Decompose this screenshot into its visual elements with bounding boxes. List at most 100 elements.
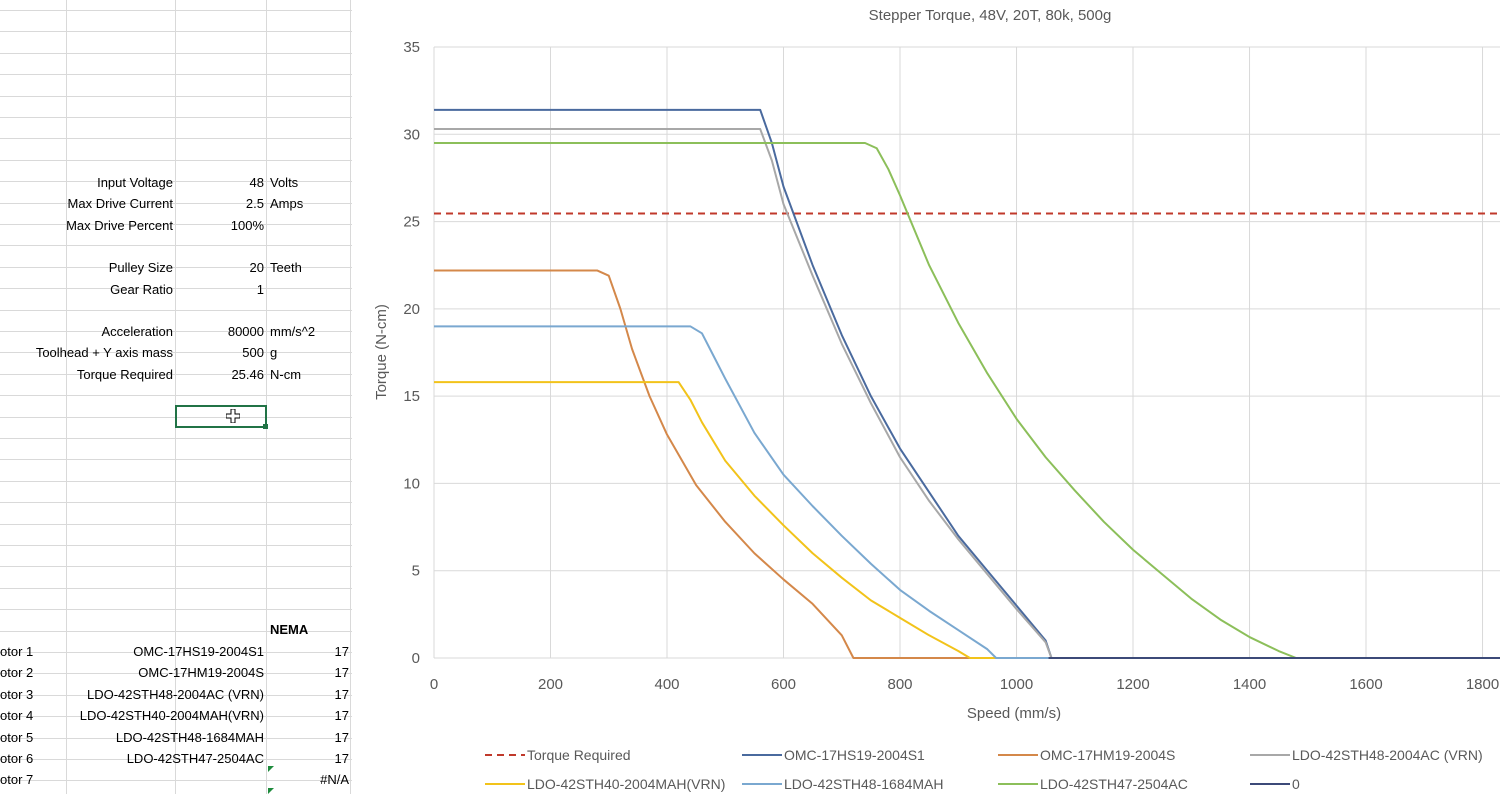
row-divider (0, 267, 352, 268)
motor-nema[interactable]: 17 (334, 644, 349, 659)
param-unit[interactable] (270, 279, 350, 300)
fill-handle[interactable] (263, 424, 268, 429)
param-label[interactable]: Torque Required (76, 367, 173, 382)
param-label[interactable]: Max Drive Current (67, 196, 173, 211)
y-tick-label: 10 (403, 475, 420, 492)
motor-nema[interactable]: 17 (334, 708, 349, 723)
row-divider (0, 459, 352, 460)
motor-model[interactable]: OMC-17HS19-2004S1 (133, 644, 264, 659)
param-value[interactable]: 2.5 (245, 196, 264, 211)
param-value[interactable]: 500 (242, 345, 264, 360)
plot-area: 0 5 10 15 20 25 30 35 0 200 400 600 800 1000 1200 1400 1… (403, 39, 1500, 693)
param-label[interactable]: Gear Ratio (110, 282, 173, 297)
param-value[interactable]: 100% (230, 218, 264, 233)
motor-nema[interactable]: 17 (334, 665, 349, 680)
selected-cell[interactable] (175, 405, 268, 429)
param-label[interactable] (0, 300, 173, 321)
stepper-torque-chart[interactable]: Stepper Torque, 48V, 20T, 80k, 500g 0 5 10… (352, 0, 1500, 794)
error-indicator-icon (268, 788, 274, 794)
param-value[interactable]: 20 (249, 260, 264, 275)
row-divider (0, 138, 352, 139)
legend-label: Torque Required (527, 747, 631, 763)
x-tick-label: 1800 (1466, 676, 1499, 693)
param-value[interactable]: 48 (249, 175, 264, 190)
row-divider (0, 96, 352, 97)
row-divider (0, 288, 352, 289)
motor-label[interactable]: otor 7 (0, 772, 34, 787)
motor-nema[interactable]: #N/A (320, 772, 349, 787)
param-value[interactable]: 1 (256, 282, 264, 297)
row-divider (0, 245, 352, 246)
chart-title: Stepper Torque, 48V, 20T, 80k, 500g (869, 7, 1112, 24)
param-unit[interactable]: Amps (270, 196, 304, 211)
row-divider (0, 395, 352, 396)
param-value[interactable] (180, 300, 264, 321)
nema-header[interactable]: NEMA (270, 622, 309, 637)
param-label[interactable]: Max Drive Percent (66, 218, 173, 233)
y-tick-label: 20 (403, 301, 420, 318)
x-axis-label: Speed (mm/s) (967, 705, 1061, 722)
motor-label[interactable]: otor 6 (0, 751, 34, 766)
param-unit[interactable]: N-cm (270, 367, 302, 382)
param-unit[interactable]: mm/s^2 (270, 324, 316, 339)
param-unit[interactable] (270, 215, 350, 236)
y-tick-label: 5 (412, 563, 420, 580)
row-divider (0, 374, 352, 375)
motor-label[interactable]: otor 3 (0, 687, 34, 702)
param-label[interactable]: Acceleration (101, 324, 173, 339)
row-divider (0, 780, 352, 781)
x-tick-label: 400 (654, 676, 679, 693)
legend-label: LDO-42STH48-1684MAH (784, 776, 944, 792)
row-divider (0, 481, 352, 482)
y-tick-label: 0 (412, 650, 420, 667)
motor-label[interactable]: otor 2 (0, 665, 34, 680)
param-value[interactable] (180, 236, 264, 257)
row-divider (0, 438, 352, 439)
param-label[interactable]: Input Voltage (97, 175, 173, 190)
motor-model[interactable]: LDO-42STH48-2004AC (VRN) (86, 687, 264, 702)
series-line-4 (434, 381, 1500, 659)
y-tick-label: 15 (403, 388, 420, 405)
y-tick-label: 35 (403, 39, 420, 56)
error-indicator-icon (268, 766, 274, 772)
motor-model[interactable]: OMC-17HM19-2004S (138, 665, 264, 680)
param-unit[interactable]: Teeth (270, 260, 302, 275)
row-divider (0, 352, 352, 353)
motor-model[interactable] (50, 769, 264, 790)
column-divider (266, 0, 267, 794)
motor-model[interactable]: LDO-42STH40-2004MAH(VRN) (79, 708, 264, 723)
spreadsheet[interactable]: Input Voltage 48 Volts Max Drive Current 2.5… (0, 0, 352, 794)
row-divider (0, 224, 352, 225)
motor-label[interactable]: otor 1 (0, 644, 34, 659)
row-divider (0, 310, 352, 311)
x-tick-label: 1600 (1349, 676, 1382, 693)
param-label[interactable] (0, 236, 173, 257)
row-divider (0, 331, 352, 332)
row-divider (0, 588, 352, 589)
legend-label: LDO-42STH47-2504AC (1040, 776, 1188, 792)
param-unit[interactable]: Volts (270, 175, 299, 190)
param-unit[interactable]: g (270, 345, 278, 360)
series-line-3 (434, 128, 1500, 659)
param-unit[interactable] (270, 300, 350, 321)
param-label[interactable]: Toolhead + Y axis mass (35, 345, 173, 360)
motor-model[interactable]: LDO-42STH48-1684MAH (115, 730, 264, 745)
y-tick-label: 30 (403, 126, 420, 143)
motor-nema[interactable]: 17 (334, 751, 349, 766)
param-unit[interactable] (270, 236, 350, 257)
motor-label[interactable]: otor 4 (0, 708, 34, 723)
row-divider (0, 524, 352, 525)
motor-label[interactable]: otor 5 (0, 730, 34, 745)
legend-label: OMC-17HM19-2004S (1040, 747, 1175, 763)
cell-cursor-icon (226, 409, 240, 423)
chart-legend[interactable]: Torque Required OMC-17HS19-2004S1 OMC-17HM… (485, 747, 1483, 792)
row-divider (0, 631, 352, 632)
x-tick-label: 0 (430, 676, 438, 693)
param-value[interactable]: 80000 (227, 324, 264, 339)
motor-model[interactable]: LDO-42STH47-2504AC (126, 751, 264, 766)
motor-nema[interactable]: 17 (334, 687, 349, 702)
param-value[interactable]: 25.46 (231, 367, 264, 382)
param-label[interactable]: Pulley Size (108, 260, 173, 275)
motor-nema[interactable]: 17 (334, 730, 349, 745)
x-tick-label: 600 (771, 676, 796, 693)
